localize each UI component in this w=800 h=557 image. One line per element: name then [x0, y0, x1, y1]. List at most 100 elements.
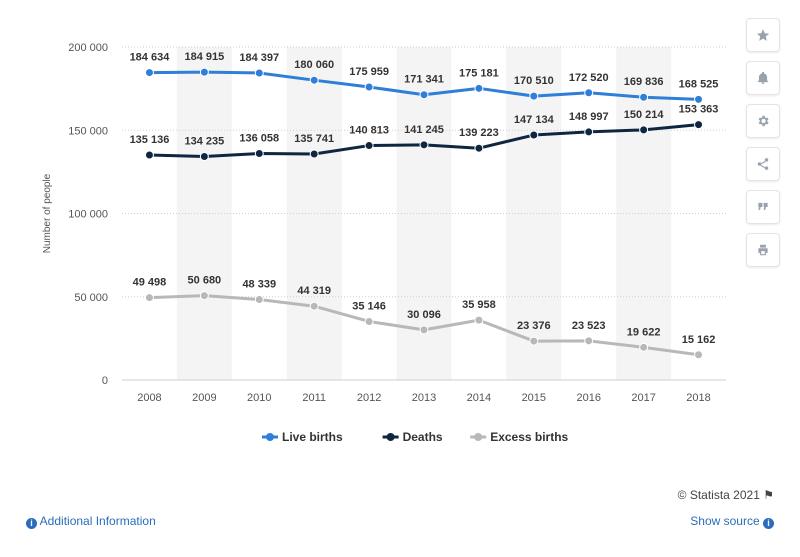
data-label: 35 958 — [462, 299, 496, 311]
data-label: 135 136 — [130, 134, 170, 146]
data-label: 49 498 — [133, 277, 167, 289]
data-label: 147 134 — [514, 114, 555, 126]
data-label: 168 525 — [679, 78, 719, 90]
star-icon — [756, 29, 770, 41]
data-label: 148 997 — [569, 111, 609, 123]
data-point — [199, 291, 209, 301]
gear-icon — [758, 115, 769, 127]
data-label: 134 235 — [184, 135, 224, 147]
y-tick-label: 0 — [102, 375, 108, 387]
y-tick-label: 50 000 — [74, 292, 108, 304]
data-label: 184 634 — [130, 52, 171, 64]
data-point — [254, 68, 264, 78]
copyright-credit: © Statista 2021 ⚑ — [678, 488, 774, 502]
data-point — [694, 350, 704, 360]
data-label: 175 181 — [459, 67, 499, 79]
y-tick-label: 100 000 — [68, 209, 108, 221]
data-label: 184 915 — [184, 51, 224, 63]
data-point — [419, 90, 429, 100]
data-label: 19 622 — [627, 326, 661, 338]
print-icon — [758, 244, 768, 256]
data-point — [474, 315, 484, 325]
x-tick-label: 2018 — [686, 392, 710, 404]
legend-marker — [386, 433, 395, 441]
data-point — [199, 151, 209, 161]
data-point — [144, 150, 154, 160]
data-label: 153 363 — [679, 104, 719, 116]
bell-icon — [757, 71, 769, 84]
data-label: 50 680 — [188, 275, 222, 287]
data-point — [419, 140, 429, 150]
data-point — [309, 75, 319, 85]
additional-information-link[interactable]: i Additional Information — [26, 514, 156, 529]
data-label: 44 319 — [297, 285, 331, 297]
x-tick-label: 2016 — [576, 392, 600, 404]
data-point — [529, 336, 539, 346]
x-tick-label: 2015 — [522, 392, 546, 404]
data-label: 170 510 — [514, 75, 554, 87]
data-point — [694, 120, 704, 130]
data-label: 139 223 — [459, 127, 499, 139]
data-label: 15 162 — [682, 334, 716, 346]
data-point — [529, 130, 539, 140]
data-point — [474, 143, 484, 153]
legend-label: Deaths — [403, 430, 443, 444]
data-point — [529, 91, 539, 101]
legend-label: Live births — [282, 430, 343, 444]
data-label: 23 523 — [572, 320, 606, 332]
x-tick-label: 2014 — [467, 392, 491, 404]
x-tick-label: 2012 — [357, 392, 381, 404]
legend-marker — [266, 433, 274, 441]
info-icon: i — [26, 518, 37, 529]
quote-icon — [758, 202, 768, 210]
data-label: 136 058 — [239, 132, 279, 144]
credit-text: © Statista 2021 — [677, 488, 760, 502]
info-icon: i — [763, 518, 774, 529]
data-point — [694, 94, 704, 104]
data-point — [639, 342, 649, 352]
column-band — [616, 47, 672, 380]
x-tick-label: 2010 — [247, 392, 271, 404]
legend-marker — [474, 433, 483, 441]
print-button[interactable] — [746, 233, 780, 267]
data-label: 150 214 — [624, 109, 665, 121]
share-icon — [757, 158, 769, 170]
favorite-button[interactable] — [746, 18, 780, 52]
y-tick-label: 200 000 — [68, 42, 108, 54]
data-point — [364, 141, 374, 151]
data-point — [309, 149, 319, 159]
data-point — [364, 316, 374, 326]
y-axis-title: Number of people — [42, 173, 53, 253]
data-label: 135 741 — [294, 133, 334, 145]
data-point — [419, 325, 429, 335]
data-label: 171 341 — [404, 74, 444, 86]
x-tick-label: 2009 — [192, 392, 216, 404]
cite-button[interactable] — [746, 190, 780, 224]
share-button[interactable] — [746, 147, 780, 181]
x-tick-label: 2011 — [302, 392, 326, 404]
legend-label: Excess births — [490, 430, 568, 444]
data-point — [309, 301, 319, 311]
settings-button[interactable] — [746, 104, 780, 138]
data-point — [584, 88, 594, 98]
data-point — [639, 92, 649, 102]
data-label: 140 813 — [349, 125, 389, 137]
data-point — [144, 68, 154, 78]
data-label: 184 397 — [239, 52, 279, 64]
data-label: 141 245 — [404, 124, 444, 136]
column-band — [176, 47, 232, 380]
flag-icon: ⚑ — [763, 488, 774, 502]
show-source-link[interactable]: Show source i — [690, 514, 774, 529]
data-label: 175 959 — [349, 66, 389, 78]
data-point — [254, 295, 264, 305]
data-point — [584, 336, 594, 346]
data-label: 48 339 — [242, 279, 276, 291]
data-label: 23 376 — [517, 320, 551, 332]
show-source-label: Show source — [690, 514, 760, 528]
data-point — [199, 67, 209, 77]
data-point — [364, 82, 374, 92]
notification-button[interactable] — [746, 61, 780, 95]
data-point — [584, 127, 594, 137]
chart-toolbar — [746, 18, 780, 276]
